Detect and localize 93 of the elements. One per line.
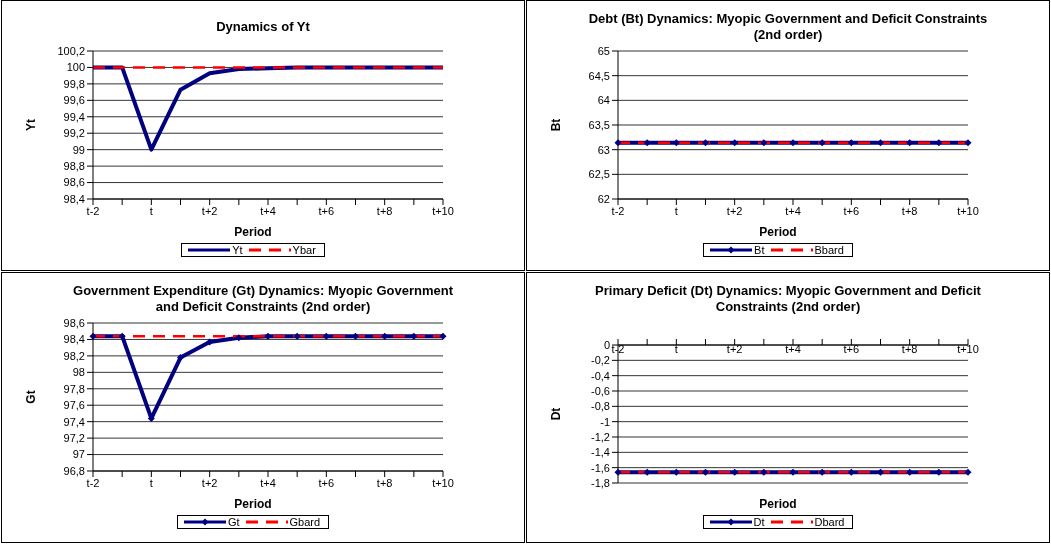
y-tick-label: 62 <box>597 192 610 205</box>
point <box>439 332 447 340</box>
x-axis-title: Period <box>234 497 272 511</box>
x-tick-label: t-2 <box>611 343 625 355</box>
y-axis-title: Dt <box>549 407 564 421</box>
y-tick-label: 100 <box>66 61 85 74</box>
y-tick-label: 96,8 <box>63 464 85 477</box>
x-axis-title: Period <box>759 497 797 511</box>
x-axis-title: Period <box>234 225 272 239</box>
y-tick-label: -0,4 <box>591 369 610 382</box>
x-tick-label: t <box>674 343 678 355</box>
y-tick-label: -1,6 <box>591 461 610 474</box>
x-tick-label: t+6 <box>318 204 335 217</box>
y-axis-title: Bt <box>549 118 564 132</box>
x-tick-label: t+8 <box>376 204 393 217</box>
x-tick-label: t+6 <box>843 204 860 217</box>
x-tick-label: t+6 <box>843 343 860 355</box>
y-tick-label: 63 <box>597 143 610 156</box>
point <box>293 332 301 340</box>
y-tick-label: 64,5 <box>588 69 610 82</box>
chart-title: Government Expenditure (Gt) Dynamics: Myopic Government and Deficit Constraints (2nd order) <box>72 283 454 315</box>
y-tick-label: -0,8 <box>591 400 610 413</box>
y-tick-label: 98,6 <box>63 176 85 189</box>
x-tick-label: t <box>149 476 153 489</box>
y-tick-label: -0,6 <box>591 384 610 397</box>
x-tick-label: t+10 <box>432 204 454 217</box>
y-tick-label: 97,6 <box>63 399 85 412</box>
y-tick-label: 98,2 <box>63 349 85 362</box>
y-axis-title: Gt <box>24 390 39 404</box>
x-tick-label: t+4 <box>260 204 276 217</box>
y-tick-label: 99,4 <box>63 110 85 123</box>
y-tick-label: -1 <box>600 415 610 428</box>
y-tick-label: -1,8 <box>591 476 610 489</box>
x-tick-label: t+10 <box>957 204 979 217</box>
chart-title: Debt (Bt) Dynamics: Myopic Government and Deficit Constraints (2nd order) <box>588 11 988 43</box>
legend-label: Gt <box>227 516 240 528</box>
x-tick-label: t+4 <box>785 204 801 217</box>
y-tick-label: 63,5 <box>588 118 610 131</box>
x-tick-label: t+10 <box>957 343 979 355</box>
x-tick-label: t+2 <box>201 476 218 489</box>
y-axis-title: Yt <box>24 119 39 131</box>
y-tick-label: 97,4 <box>63 415 85 428</box>
y-tick-label: 98,8 <box>63 160 85 173</box>
y-tick-label: -0,2 <box>591 354 610 367</box>
legend-label: Bbard <box>814 244 844 256</box>
x-tick-label: t+2 <box>201 204 218 217</box>
y-tick-label: -1,2 <box>591 430 610 443</box>
x-tick-label: t+4 <box>260 476 276 489</box>
y-tick-label: 97 <box>72 448 85 461</box>
x-tick-label: t+8 <box>901 204 918 217</box>
y-tick-label: 99,8 <box>63 77 85 90</box>
y-tick-label: 99,6 <box>63 94 85 107</box>
point <box>235 334 243 342</box>
x-tick-label: t-2 <box>86 476 100 489</box>
y-tick-label: 97,8 <box>63 382 85 395</box>
x-tick-label: t+8 <box>901 343 918 355</box>
y-tick-label: -1,4 <box>591 446 610 459</box>
x-tick-label: t+10 <box>432 476 454 489</box>
point <box>410 332 418 340</box>
y-tick-label: 64 <box>597 94 610 107</box>
x-tick-label: t+4 <box>785 343 801 355</box>
point <box>352 332 359 340</box>
y-tick-label: 98,4 <box>63 192 85 205</box>
y-tick-label: 62,5 <box>588 168 610 181</box>
x-tick-label: t-2 <box>86 204 100 217</box>
x-tick-label: t+8 <box>376 476 393 489</box>
point <box>177 354 184 362</box>
y-tick-label: 65 <box>597 44 610 57</box>
x-axis-title: Period <box>759 225 797 239</box>
y-tick-label: 98,6 <box>63 316 85 329</box>
y-tick-label: 98 <box>72 366 85 379</box>
legend-label: Dbard <box>814 516 845 528</box>
x-tick-label: t <box>149 204 153 217</box>
y-tick-label: 97,2 <box>63 432 85 445</box>
point <box>118 332 126 340</box>
legend-label: Yt <box>232 244 243 256</box>
y-tick-label: 99 <box>72 143 85 156</box>
chart-title: Primary Deficit (Dt) Dynamics: Myopic Government and Deficit Constraints (2nd order) <box>594 283 982 315</box>
y-tick-label: 100,2 <box>57 44 85 57</box>
y-tick-label: 99,2 <box>63 127 85 140</box>
legend-label: Gbard <box>289 516 321 528</box>
point <box>322 332 330 340</box>
x-tick-label: t-2 <box>611 204 625 217</box>
y-tick-label: 98,4 <box>63 333 85 346</box>
legend-label: Bt <box>754 244 765 256</box>
x-tick-label: t+6 <box>318 476 335 489</box>
legend-label: Dt <box>753 516 765 528</box>
chart-title: Dynamics of Yt <box>215 18 311 36</box>
legend-label: Ybar <box>292 244 316 256</box>
x-tick-label: t+2 <box>726 204 743 217</box>
x-tick-label: t+2 <box>726 343 743 355</box>
x-tick-label: t <box>674 204 678 217</box>
y-tick-label: 0 <box>603 338 610 351</box>
